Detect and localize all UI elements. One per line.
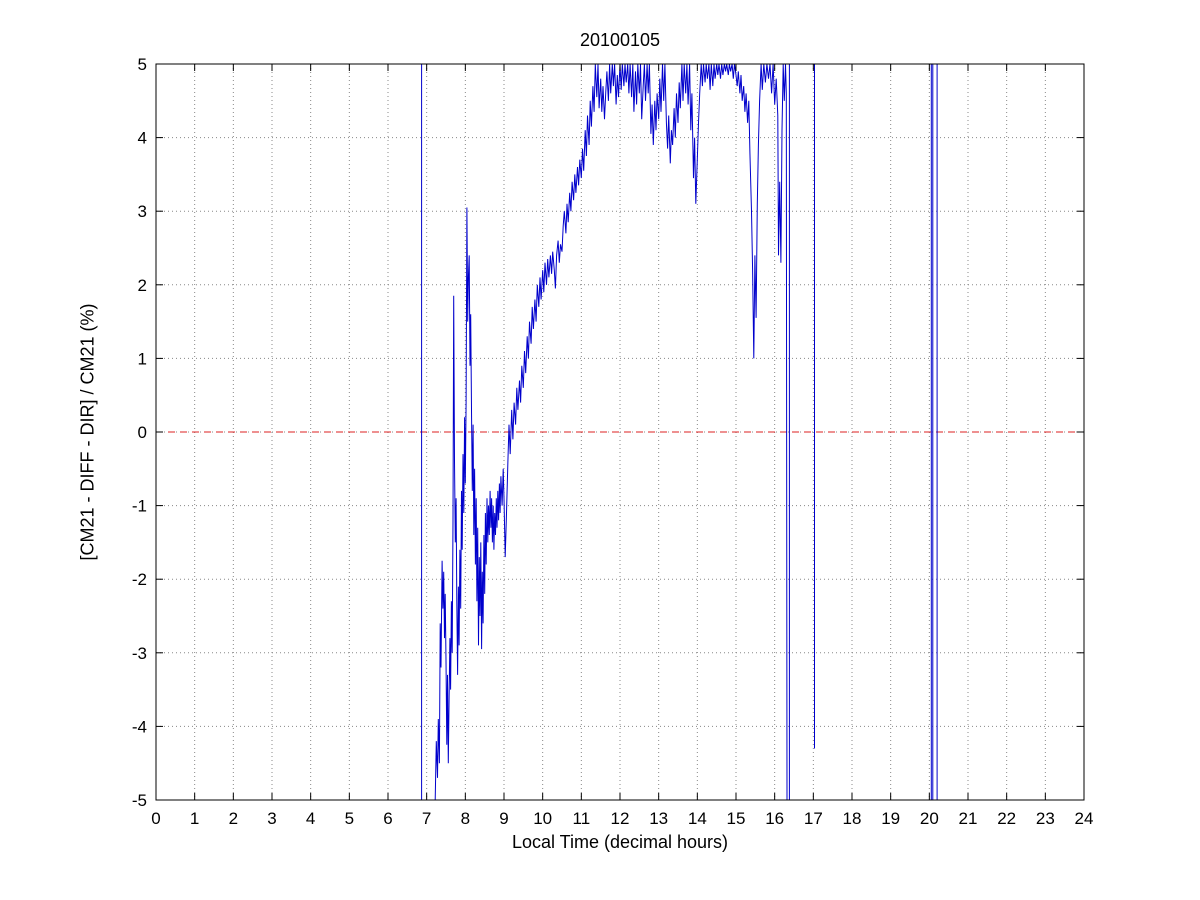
x-tick-label: 20 [920,809,939,828]
x-tick-label: 21 [959,809,978,828]
x-axis-label: Local Time (decimal hours) [511,832,729,852]
y-tick-label: -1 [132,497,147,516]
chart-title: 20100105 [579,30,661,50]
x-tick-label: 12 [611,809,630,828]
y-tick-label: 2 [138,276,147,295]
y-tick-label: 0 [138,423,147,442]
x-tick-label: 22 [997,809,1016,828]
x-tick-label: 13 [649,809,668,828]
y-tick-label: 1 [138,349,147,368]
x-tick-label: 15 [727,809,746,828]
x-tick-label: 16 [765,809,784,828]
x-tick-label: 9 [499,809,508,828]
y-tick-label: 5 [138,55,147,74]
x-tick-label: 8 [461,809,470,828]
x-tick-label: 3 [267,809,276,828]
x-tick-label: 2 [229,809,238,828]
x-tick-label: 18 [843,809,862,828]
y-tick-label: 3 [138,202,147,221]
data-series-line [434,64,788,800]
x-tick-label: 10 [533,809,552,828]
y-tick-label: -2 [132,570,147,589]
x-tick-label: 24 [1075,809,1094,828]
y-tick-label: -4 [132,717,147,736]
series-group [421,64,938,800]
x-tick-label: 7 [422,809,431,828]
x-tick-label: 11 [573,809,591,828]
x-tick-label: 23 [1036,809,1055,828]
x-tick-label: 17 [804,809,823,828]
x-tick-label: 1 [190,809,199,828]
x-tick-label: 0 [151,809,160,828]
x-tick-label: 6 [383,809,392,828]
x-tick-label: 4 [306,809,315,828]
y-tick-label: -3 [132,644,147,663]
x-tick-label: 19 [881,809,900,828]
y-tick-label: 4 [138,129,147,148]
x-tick-label: 5 [345,809,354,828]
x-tick-label: 14 [688,809,707,828]
y-tick-label: -5 [132,791,147,810]
